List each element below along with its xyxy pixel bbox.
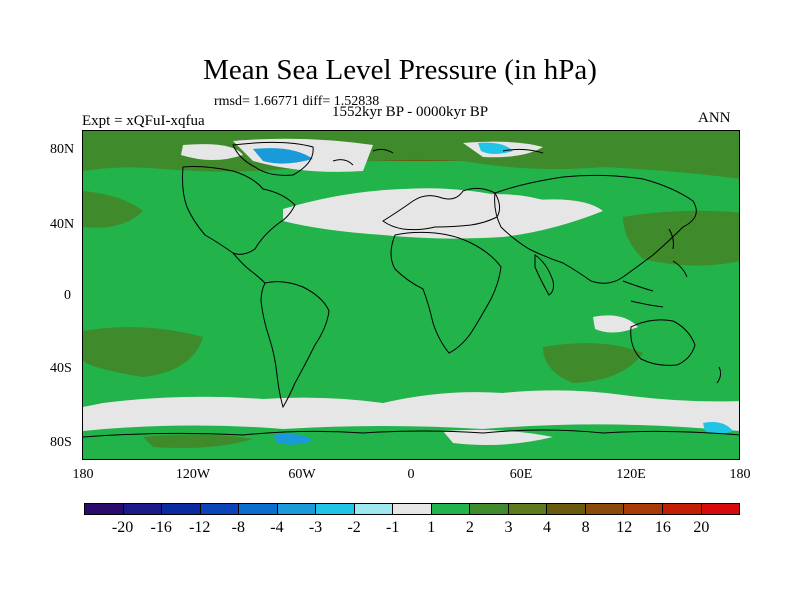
new-zealand-coast bbox=[716, 366, 722, 384]
coastlines bbox=[83, 141, 739, 438]
se-asia-islands bbox=[622, 260, 688, 308]
colorbar-label: -8 bbox=[231, 519, 245, 536]
colorbar-label: 3 bbox=[504, 519, 513, 536]
india-coast bbox=[534, 254, 554, 296]
antarctic-field bbox=[83, 424, 739, 459]
eurasia-low bbox=[463, 194, 553, 227]
australia-coast bbox=[630, 319, 696, 366]
stats-label: rmsd= 1.66771 diff= 1.52838 bbox=[214, 94, 380, 109]
north-atlantic-low bbox=[283, 188, 603, 239]
ross-sea-negative bbox=[703, 422, 733, 434]
season-label: ANN bbox=[698, 110, 731, 126]
north-america-coast bbox=[182, 166, 296, 255]
south-pacific-high bbox=[83, 327, 203, 377]
lat-tick-80n: 80N bbox=[50, 142, 75, 157]
colorbar-swatch bbox=[431, 504, 471, 514]
colorbar-swatch bbox=[316, 504, 355, 514]
colorbar-swatch bbox=[162, 504, 201, 514]
map-panel bbox=[82, 130, 740, 460]
colorbar-swatch bbox=[508, 504, 548, 514]
arctic-low-region bbox=[181, 144, 243, 160]
colorbar-label: 1 bbox=[427, 519, 436, 536]
colorbar-label: 4 bbox=[543, 519, 552, 536]
colorbar-label: -2 bbox=[347, 519, 361, 536]
japan-coast bbox=[668, 228, 674, 250]
colorbar-label: -4 bbox=[270, 519, 284, 536]
colorbar-label: 8 bbox=[581, 519, 590, 536]
lat-tick-40n: 40N bbox=[50, 217, 75, 232]
colorbar-swatch bbox=[547, 504, 586, 514]
lon-tick-120w: 120W bbox=[175, 467, 211, 482]
colorbar-label: 12 bbox=[616, 519, 633, 536]
colorbar-swatch bbox=[200, 504, 240, 514]
colorbar-swatch bbox=[393, 504, 432, 514]
antarctic-negative bbox=[273, 433, 313, 445]
lat-tick-0: 0 bbox=[64, 288, 71, 303]
africa-coast bbox=[390, 231, 502, 354]
colorbar-label: -12 bbox=[189, 519, 211, 536]
greenland-negative bbox=[253, 148, 313, 164]
colorbar-swatch bbox=[585, 504, 625, 514]
period-label: 1552kyr BP - 0000kyr BP bbox=[331, 104, 489, 120]
east-pacific-high bbox=[83, 191, 143, 228]
colorbar bbox=[84, 503, 740, 515]
colorbar-label: -3 bbox=[308, 519, 323, 536]
antarctic-low bbox=[443, 429, 553, 445]
north-pacific-high bbox=[623, 210, 739, 266]
lon-tick-0: 0 bbox=[407, 467, 415, 482]
colorbar-swatch bbox=[701, 504, 740, 514]
colorbar-swatch bbox=[624, 504, 663, 514]
lon-tick-60w: 60W bbox=[288, 467, 316, 482]
colorbar-label: -16 bbox=[150, 519, 172, 536]
lon-tick-60e: 60E bbox=[509, 467, 533, 482]
colorbar-label: 20 bbox=[693, 519, 710, 536]
colorbar-swatch bbox=[470, 504, 509, 514]
colorbar-label: 16 bbox=[654, 519, 671, 536]
colorbar-swatch bbox=[662, 504, 702, 514]
europe-coast bbox=[382, 187, 501, 231]
experiment-label: Expt = xQFuI-xqfua bbox=[82, 113, 205, 129]
map-svg bbox=[83, 131, 739, 459]
colorbar-swatch bbox=[354, 504, 394, 514]
lon-tick-180w: 180 bbox=[72, 467, 94, 482]
greenland-coast bbox=[232, 141, 314, 176]
lat-tick-40s: 40S bbox=[50, 361, 72, 376]
colorbar-swatch bbox=[239, 504, 278, 514]
map-title: Mean Sea Level Pressure (in hPa) bbox=[203, 54, 597, 86]
colorbar-swatch bbox=[85, 504, 124, 514]
lon-tick-120e: 120E bbox=[616, 467, 646, 482]
colorbar-swatch bbox=[277, 504, 317, 514]
colorbar-label: 2 bbox=[465, 519, 474, 536]
lat-tick-80s: 80S bbox=[50, 435, 72, 450]
lon-tick-180e: 180 bbox=[729, 467, 751, 482]
colorbar-swatch bbox=[123, 504, 163, 514]
arctic-islands bbox=[332, 148, 544, 166]
antarctic-high bbox=[143, 434, 253, 448]
central-america-coast bbox=[232, 252, 266, 284]
colorbar-label: -20 bbox=[111, 519, 134, 536]
south-america-coast bbox=[260, 281, 330, 409]
asia-coast bbox=[494, 174, 697, 284]
antarctica-coast bbox=[83, 429, 739, 438]
indian-ocean-high bbox=[543, 343, 643, 383]
indian-ocean-low bbox=[593, 315, 638, 333]
colorbar-label: -1 bbox=[386, 519, 400, 536]
